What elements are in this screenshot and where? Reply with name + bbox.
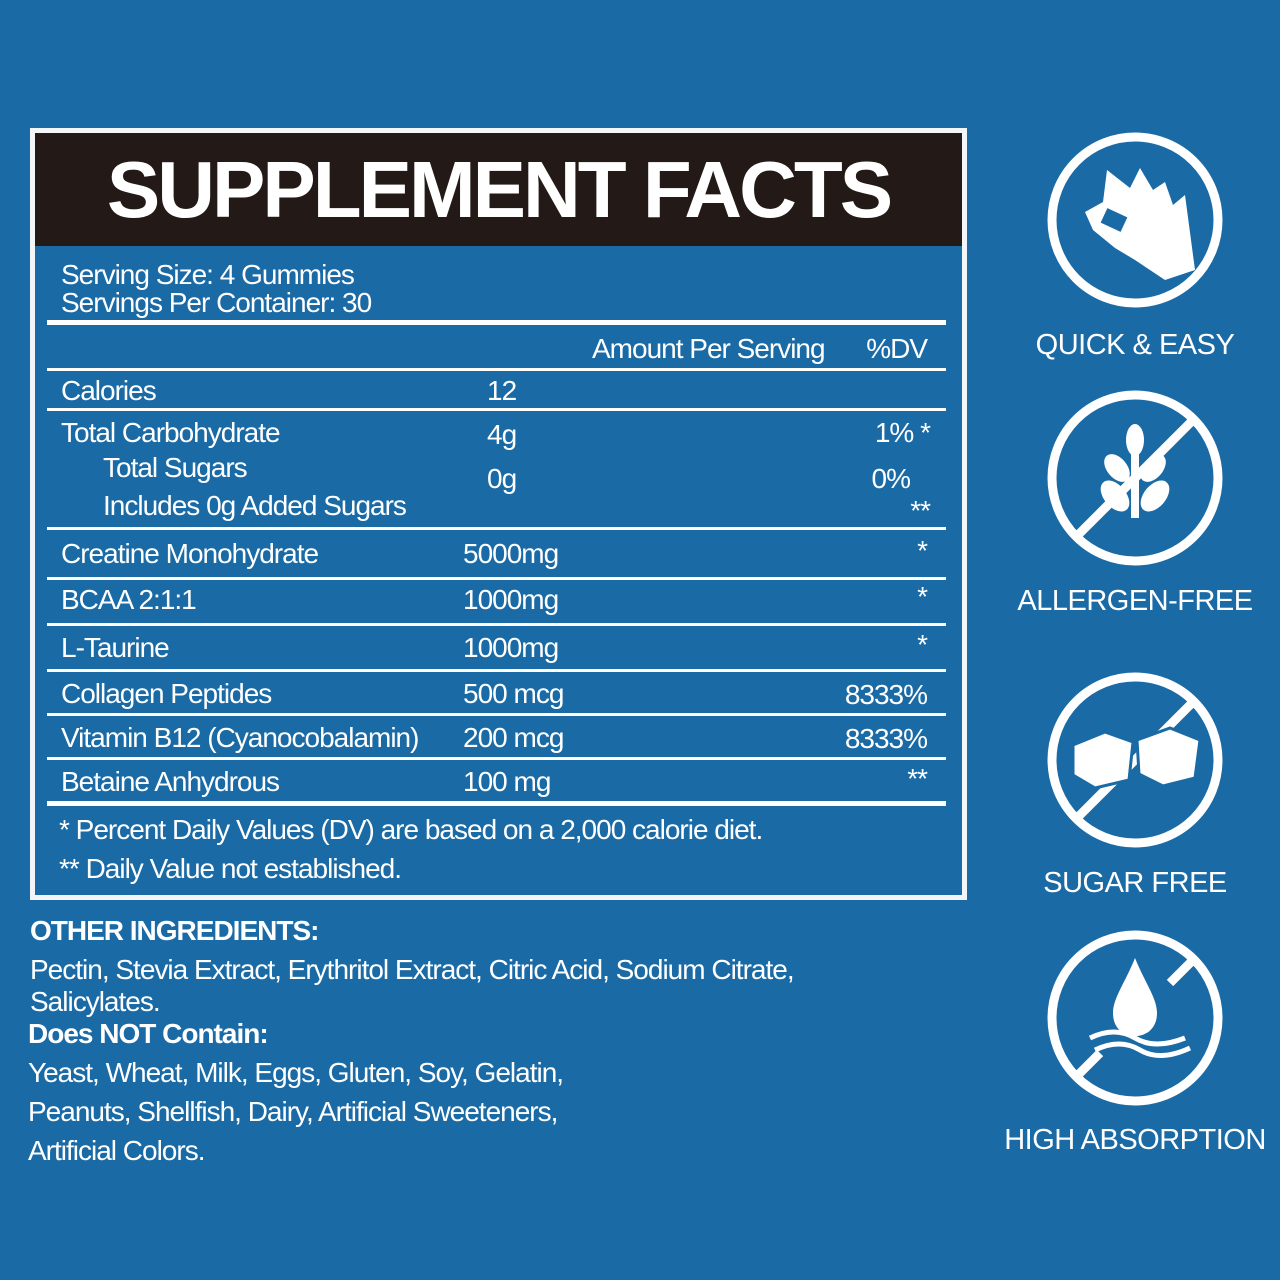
ingredient-dv: * xyxy=(917,581,928,612)
divider xyxy=(47,408,946,411)
sugars-amount: 0g xyxy=(487,463,517,494)
carbs-dv: 1% * xyxy=(874,417,931,448)
added-sugars-name: Includes 0g Added Sugars xyxy=(103,490,407,521)
ingredient-amount: 5000mg xyxy=(463,538,559,569)
footnote-not-established: ** Daily Value not established. xyxy=(59,853,402,884)
ingredient-name: Betaine Anhydrous xyxy=(61,766,280,797)
col-amount-header: Amount Per Serving xyxy=(592,333,826,364)
ingredient-name: L-Taurine xyxy=(61,632,170,663)
divider xyxy=(47,801,946,806)
not-contain-line: Artificial Colors. xyxy=(28,1135,205,1166)
other-ingredients-line: Pectin, Stevia Extract, Erythritol Extra… xyxy=(30,954,795,985)
badge-label: HIGH ABSORPTION xyxy=(1004,1124,1266,1156)
ingredient-dv: * xyxy=(917,535,928,566)
divider xyxy=(47,669,946,672)
ingredient-name: Creatine Monohydrate xyxy=(61,538,319,569)
other-ingredients-line: Salicylates. xyxy=(30,986,161,1017)
divider xyxy=(47,368,946,371)
calories-amount: 12 xyxy=(487,375,517,406)
ingredient-amount: 1000mg xyxy=(463,584,559,615)
carbs-amount: 4g xyxy=(487,419,517,450)
servings-per-container: Servings Per Container: 30 xyxy=(61,287,372,318)
ingredient-dv: ** xyxy=(907,763,928,794)
not-contain-line: Peanuts, Shellfish, Dairy, Artificial Sw… xyxy=(28,1096,558,1127)
divider xyxy=(47,577,946,580)
ok-hand-icon xyxy=(1047,132,1223,308)
other-ingredients-heading: OTHER INGREDIENTS: xyxy=(30,915,319,946)
carbs-name: Total Carbohydrate xyxy=(61,417,281,448)
ingredient-amount: 200 mcg xyxy=(463,722,564,753)
not-contain-heading: Does NOT Contain: xyxy=(28,1018,269,1049)
col-dv-header: %DV xyxy=(866,333,928,364)
badge-label: SUGAR FREE xyxy=(1043,867,1227,899)
not-contain-line: Yeast, Wheat, Milk, Eggs, Gluten, Soy, G… xyxy=(28,1057,564,1088)
badge-label: QUICK & EASY xyxy=(1035,329,1235,361)
divider xyxy=(47,757,946,760)
ingredient-name: Collagen Peptides xyxy=(61,678,272,709)
calories-name: Calories xyxy=(61,375,157,406)
ingredient-dv: 8333% xyxy=(844,679,928,710)
no-wheat-icon xyxy=(1047,390,1223,566)
divider xyxy=(47,527,946,530)
supplement-facts-panel: SUPPLEMENT FACTS Serving Size: 4 Gummies… xyxy=(30,128,967,900)
ingredient-name: Vitamin B12 (Cyanocobalamin) xyxy=(61,722,419,753)
ingredient-amount: 1000mg xyxy=(463,632,559,663)
ingredient-amount: 500 mcg xyxy=(463,678,564,709)
sugars-dv: 0% xyxy=(871,463,911,494)
footnote-dv: * Percent Daily Values (DV) are based on… xyxy=(59,814,763,845)
water-drop-icon xyxy=(1047,930,1223,1106)
ingredient-dv: 8333% xyxy=(844,723,928,754)
ingredient-amount: 100 mg xyxy=(463,766,551,797)
divider xyxy=(47,320,946,325)
divider xyxy=(47,623,946,626)
divider xyxy=(47,713,946,716)
badge-label: ALLERGEN-FREE xyxy=(1017,585,1253,617)
ingredient-dv: * xyxy=(917,629,928,660)
panel-title: SUPPLEMENT FACTS xyxy=(106,144,893,234)
no-sugar-cubes-icon xyxy=(1047,672,1223,848)
serving-size: Serving Size: 4 Gummies xyxy=(61,259,355,290)
sugars-name: Total Sugars xyxy=(103,452,248,483)
added-sugars-dv: ** xyxy=(910,495,931,526)
title-bar: SUPPLEMENT FACTS xyxy=(35,133,962,246)
ingredient-name: BCAA 2:1:1 xyxy=(61,584,197,615)
